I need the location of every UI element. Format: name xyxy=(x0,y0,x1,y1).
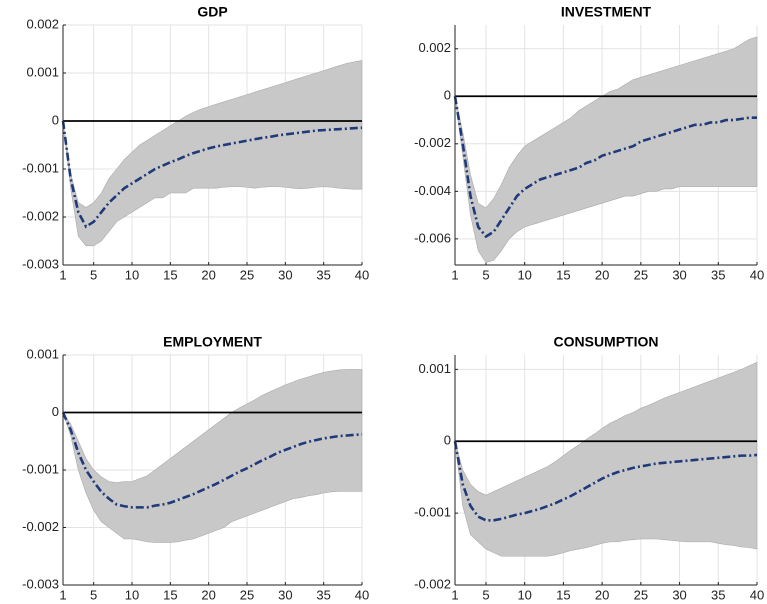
chart-title: GDP xyxy=(197,4,227,20)
x-tick-label: 20 xyxy=(201,267,215,282)
y-tick-label: -0.003 xyxy=(22,576,59,591)
x-tick-label: 25 xyxy=(240,267,254,282)
median-line xyxy=(61,120,363,229)
y-tick-label: -0.002 xyxy=(22,208,59,223)
x-tick-label: 10 xyxy=(125,267,139,282)
y-tick-label: -0.002 xyxy=(22,519,59,534)
y-tick-label: -0.004 xyxy=(414,183,451,198)
x-tick-label: 40 xyxy=(750,267,764,282)
chart-title: CONSUMPTION xyxy=(554,334,659,350)
x-tick-label: 40 xyxy=(355,587,369,602)
y-tick-label: -0.002 xyxy=(414,135,451,150)
x-tick-label: 5 xyxy=(90,587,97,602)
y-tick-label: 0.001 xyxy=(418,361,451,376)
confidence-band xyxy=(62,60,363,247)
median-line xyxy=(453,96,757,239)
y-tick-label: 0 xyxy=(444,433,451,448)
x-tick-label: 15 xyxy=(163,587,177,602)
y-tick-label: -0.003 xyxy=(22,256,59,271)
x-tick-label: 35 xyxy=(711,587,725,602)
x-tick-label: 1 xyxy=(451,267,458,282)
y-tick-label: -0.002 xyxy=(414,576,451,591)
confidence-band xyxy=(454,36,758,263)
x-tick-label: 15 xyxy=(556,587,570,602)
x-tick-label: 10 xyxy=(517,587,531,602)
y-tick-label: 0.001 xyxy=(26,64,59,79)
x-tick-label: 35 xyxy=(316,267,330,282)
x-tick-label: 1 xyxy=(451,587,458,602)
x-tick-label: 40 xyxy=(355,267,369,282)
x-tick-label: 20 xyxy=(201,587,215,602)
y-tick-label: 0 xyxy=(52,112,59,127)
y-tick-label: 0 xyxy=(52,404,59,419)
y-tick-label: -0.001 xyxy=(414,505,451,520)
y-tick-label: 0.001 xyxy=(26,346,59,361)
y-tick-label: 0 xyxy=(444,88,451,103)
x-tick-label: 25 xyxy=(634,587,648,602)
x-tick-label: 15 xyxy=(163,267,177,282)
x-tick-label: 20 xyxy=(595,267,609,282)
x-tick-label: 10 xyxy=(517,267,531,282)
x-tick-label: 5 xyxy=(90,267,97,282)
x-tick-label: 25 xyxy=(240,587,254,602)
median-line xyxy=(61,411,363,509)
chart-title: EMPLOYMENT xyxy=(163,334,262,350)
y-tick-label: 0.002 xyxy=(26,16,59,31)
x-tick-label: 40 xyxy=(750,587,764,602)
x-tick-label: 1 xyxy=(59,267,66,282)
y-tick-label: -0.006 xyxy=(414,230,451,245)
y-tick-label: -0.001 xyxy=(22,160,59,175)
x-tick-label: 35 xyxy=(316,587,330,602)
x-tick-label: 30 xyxy=(278,587,292,602)
x-tick-label: 30 xyxy=(672,587,686,602)
x-tick-label: 30 xyxy=(672,267,686,282)
chart-title: INVESTMENT xyxy=(561,4,652,20)
x-tick-label: 5 xyxy=(482,587,489,602)
x-tick-label: 25 xyxy=(634,267,648,282)
x-tick-label: 20 xyxy=(595,587,609,602)
y-tick-label: -0.001 xyxy=(22,461,59,476)
x-tick-label: 5 xyxy=(482,267,489,282)
median-line xyxy=(453,441,758,522)
x-tick-label: 35 xyxy=(711,267,725,282)
x-tick-label: 10 xyxy=(125,587,139,602)
x-tick-label: 1 xyxy=(59,587,66,602)
y-tick-label: 0.002 xyxy=(418,40,451,55)
x-tick-label: 30 xyxy=(278,267,292,282)
x-tick-label: 15 xyxy=(556,267,570,282)
